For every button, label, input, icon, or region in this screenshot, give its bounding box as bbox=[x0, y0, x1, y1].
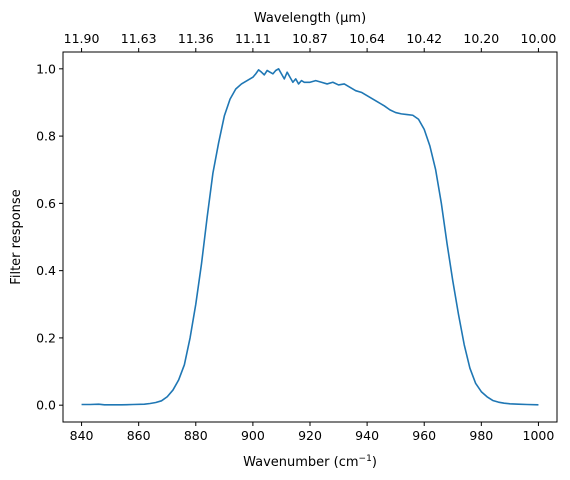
top-tick-label: 10.64 bbox=[349, 31, 385, 46]
top-tick-label: 10.42 bbox=[406, 31, 442, 46]
left-axis-ticks: 0.0 0.2 0.4 0.6 0.8 1.0 bbox=[36, 61, 63, 413]
x-tick-label: 940 bbox=[355, 428, 379, 443]
y-tick-label: 1.0 bbox=[36, 61, 56, 76]
x-tick-label: 920 bbox=[298, 428, 322, 443]
plot-frame bbox=[62, 51, 558, 423]
top-tick-label: 10.87 bbox=[292, 31, 328, 46]
x-axis-label: Wavenumber (cm−1) bbox=[243, 454, 377, 470]
top-tick-label: 11.63 bbox=[121, 31, 157, 46]
y-tick-label: 0.6 bbox=[36, 196, 56, 211]
x-tick-label: 900 bbox=[241, 428, 265, 443]
top-tick-label: 11.11 bbox=[235, 31, 271, 46]
x-tick-label: 860 bbox=[127, 428, 151, 443]
top-tick-label: 11.36 bbox=[178, 31, 214, 46]
bottom-axis-ticks: 840 860 880 900 920 940 960 980 1000 bbox=[70, 422, 555, 443]
y-tick-label: 0.8 bbox=[36, 129, 56, 144]
x-tick-label: 840 bbox=[70, 428, 94, 443]
top-tick-label: 10.00 bbox=[521, 31, 557, 46]
series-layer bbox=[81, 68, 539, 406]
top-tick-label: 10.20 bbox=[463, 31, 499, 46]
x-tick-label: 1000 bbox=[523, 428, 555, 443]
x-tick-label: 880 bbox=[184, 428, 208, 443]
x-tick-label: 980 bbox=[469, 428, 493, 443]
y-tick-label: 0.0 bbox=[36, 398, 56, 413]
top-axis-label: Wavelength (μm) bbox=[254, 11, 366, 26]
top-tick-label: 11.90 bbox=[64, 31, 100, 46]
x-axis-label-superscript: −1 bbox=[359, 454, 372, 464]
x-axis-label-suffix: ) bbox=[372, 455, 377, 470]
top-axis-ticks: 11.90 11.63 11.36 11.11 10.87 10.64 10.42 10.20… bbox=[64, 31, 557, 52]
plot-border bbox=[62, 51, 558, 423]
y-tick-label: 0.2 bbox=[36, 330, 56, 345]
x-tick-label: 960 bbox=[412, 428, 436, 443]
series-line-0 bbox=[81, 68, 539, 406]
y-tick-label: 0.4 bbox=[36, 263, 56, 278]
y-axis-label: Filter response bbox=[9, 189, 24, 284]
